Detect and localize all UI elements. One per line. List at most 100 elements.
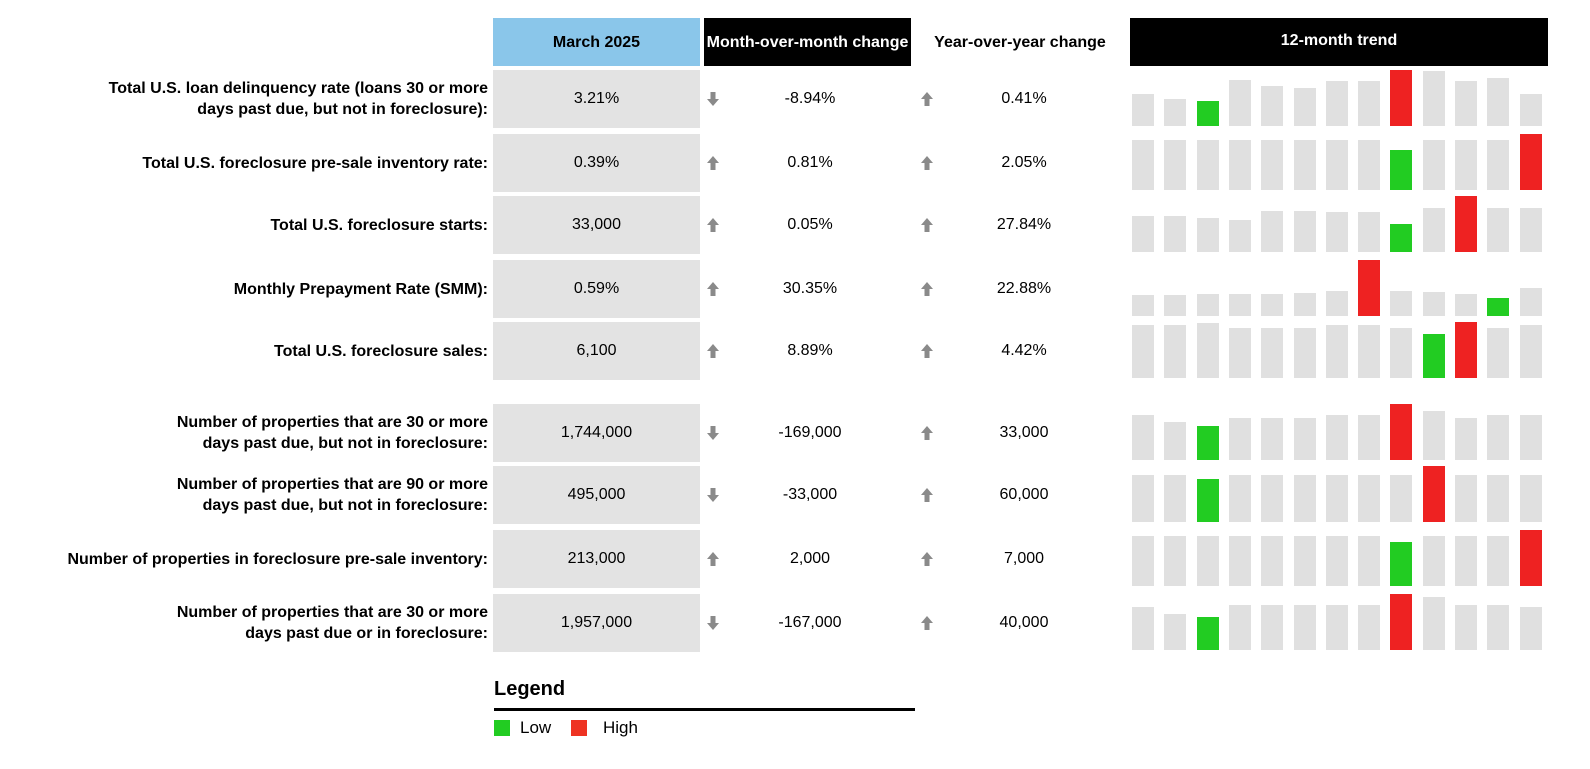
trend-bar [1519, 94, 1542, 126]
arrow-up [707, 552, 719, 566]
label-line: days past due, but not in foreclosure): [197, 101, 488, 118]
trend-bar [1325, 324, 1348, 378]
trend-bar [1519, 324, 1542, 378]
mom-value: -169,000 [778, 424, 842, 441]
trend-bar [1487, 139, 1510, 190]
trend-bar [1390, 404, 1413, 460]
trend-bar [1132, 324, 1154, 378]
trend-bar [1325, 474, 1348, 522]
header-yoy: Year-over-year change [934, 33, 1106, 51]
current-value: 495,000 [493, 466, 700, 524]
arrow-up [921, 92, 933, 106]
trend [1132, 530, 1548, 586]
trend-bar [1293, 418, 1316, 460]
trend-bar [1390, 224, 1413, 252]
trend-bar [1261, 139, 1284, 190]
mom-value: 2,000 [789, 550, 831, 567]
trend-bar [1487, 327, 1510, 378]
label-line: days past due or in foreclosure: [245, 625, 488, 642]
trend-bar [1196, 294, 1219, 316]
trend-bar [1164, 614, 1187, 650]
row-label: Total U.S. loan delinquency rate (loans … [109, 70, 488, 128]
label-line: Total U.S. loan delinquency rate (loans … [108, 80, 488, 97]
trend [1132, 466, 1548, 522]
trend-bar [1261, 536, 1284, 586]
trend-bar [1164, 324, 1187, 378]
trend-bar [1164, 422, 1187, 460]
current-value: 0.59% [493, 260, 700, 318]
trend-bar [1455, 196, 1477, 252]
label-line: Number of properties that are 90 or more [176, 476, 488, 493]
trend-bar [1390, 149, 1413, 190]
trend [1132, 196, 1548, 252]
trend-bar [1519, 530, 1542, 586]
trend-bar [1519, 134, 1542, 190]
trend-bar [1132, 474, 1154, 522]
trend-bar [1196, 139, 1219, 190]
trend-bar [1455, 322, 1477, 378]
current-value: 0.39% [493, 134, 700, 192]
current-value: 33,000 [493, 196, 700, 254]
trend-bar [1228, 474, 1251, 522]
trend-bar [1325, 211, 1348, 252]
trend-bar [1422, 292, 1445, 316]
label-line: Number of properties in foreclosure pre-… [67, 550, 488, 568]
trend-bar [1390, 542, 1413, 586]
yoy-value: 0.41% [1001, 90, 1047, 107]
arrow-up [921, 552, 933, 566]
trend-bar [1196, 536, 1219, 586]
yoy-value: 4.42% [1001, 342, 1047, 359]
trend-bar [1261, 418, 1284, 460]
arrow-down [707, 426, 719, 440]
trend-bar [1455, 604, 1477, 650]
trend-bar [1487, 604, 1510, 650]
mom-value: 0.81% [787, 154, 833, 171]
yoy-value: 7,000 [1003, 550, 1045, 567]
mom-value: -33,000 [782, 486, 838, 503]
trend-bar [1196, 217, 1219, 252]
trend-bar [1422, 536, 1445, 586]
mom-value: 8.89% [787, 342, 833, 359]
label-line: Number of properties that are 30 or more [176, 414, 488, 431]
trend-bar [1422, 596, 1445, 650]
trend-bar [1293, 536, 1316, 586]
trend-bar [1293, 474, 1316, 522]
arrow-up [707, 218, 719, 232]
yoy-value: 27.84% [996, 216, 1052, 233]
trend-bar [1164, 294, 1187, 316]
trend-bar [1228, 604, 1251, 650]
trend-bar [1422, 71, 1445, 126]
arrow-up [921, 156, 933, 170]
trend-bar [1261, 86, 1284, 126]
current-value: 1,957,000 [493, 594, 700, 652]
trend-bar [1487, 78, 1510, 126]
arrow-up [707, 282, 719, 296]
mom-value: -8.94% [784, 90, 836, 107]
trend-bar [1487, 298, 1510, 316]
current-value: 1,744,000 [493, 404, 700, 462]
trend-bar [1132, 536, 1154, 586]
arrow-up [921, 616, 933, 630]
label-line: days past due, but not in foreclosure: [202, 497, 488, 514]
trend [1132, 70, 1548, 126]
trend-bar [1164, 536, 1187, 586]
trend-bar [1455, 536, 1477, 586]
trend-bar [1132, 607, 1154, 650]
trend-bar [1196, 101, 1219, 126]
trend-bar [1358, 415, 1381, 460]
trend-bar [1132, 139, 1154, 190]
legend-swatch-high [571, 720, 587, 736]
label-line: Number of properties that are 30 or more [176, 604, 488, 621]
trend-bar [1261, 293, 1284, 316]
label-line: Monthly Prepayment Rate (SMM): [233, 280, 488, 298]
trend-bar [1455, 294, 1477, 316]
yoy-value: 2.05% [1001, 154, 1047, 171]
trend-bar [1325, 536, 1348, 586]
arrow-up [921, 218, 933, 232]
trend-bar [1519, 288, 1542, 316]
trend-bar [1519, 415, 1542, 460]
trend-bar [1228, 294, 1251, 316]
trend-bar [1261, 210, 1284, 252]
trend-bar [1390, 474, 1413, 522]
trend-bar [1325, 81, 1348, 126]
